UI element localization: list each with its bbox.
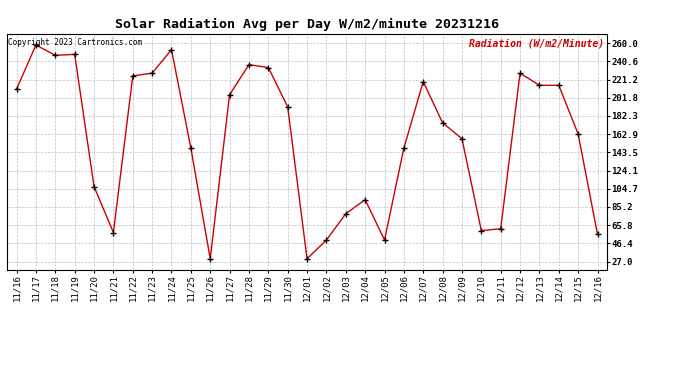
Text: Copyright 2023 Cartronics.com: Copyright 2023 Cartronics.com: [8, 39, 142, 48]
Title: Solar Radiation Avg per Day W/m2/minute 20231216: Solar Radiation Avg per Day W/m2/minute …: [115, 18, 499, 31]
Text: Radiation (W/m2/Minute): Radiation (W/m2/Minute): [469, 39, 604, 48]
